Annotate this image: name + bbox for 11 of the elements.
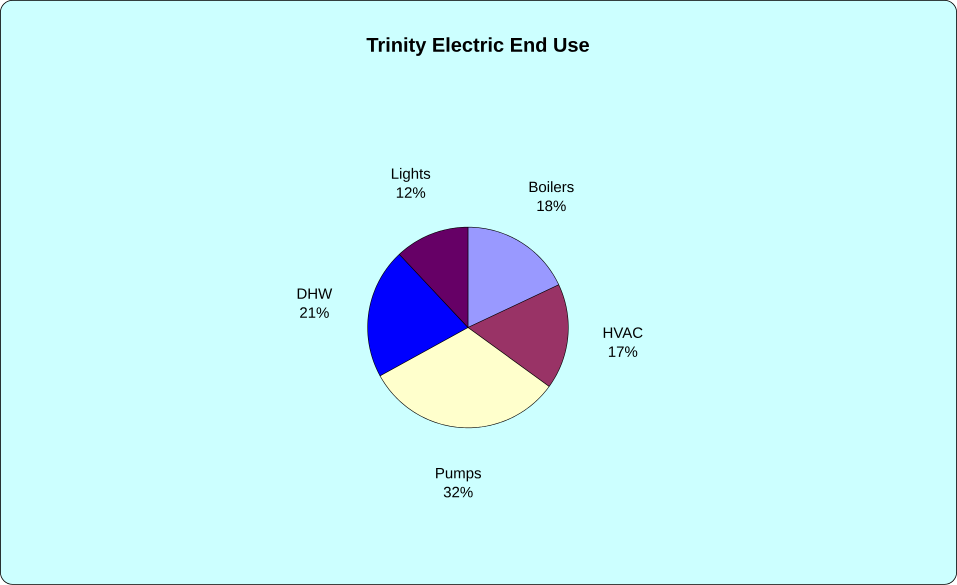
slice-label: Boilers: [530, 181, 574, 192]
data-label: 21%: [300, 307, 329, 318]
data-label: 17%: [608, 346, 638, 358]
slice-label: Lights: [392, 168, 430, 182]
data-label: 12%: [396, 187, 426, 198]
slice-label: DHW: [298, 288, 332, 299]
data-label: 18%: [537, 200, 566, 212]
slice-label: Pumps: [436, 468, 481, 482]
chart-title: Trinity Electric End Use: [366, 37, 589, 56]
data-label: 32%: [444, 486, 473, 498]
slice-label: HVAC: [604, 327, 642, 338]
